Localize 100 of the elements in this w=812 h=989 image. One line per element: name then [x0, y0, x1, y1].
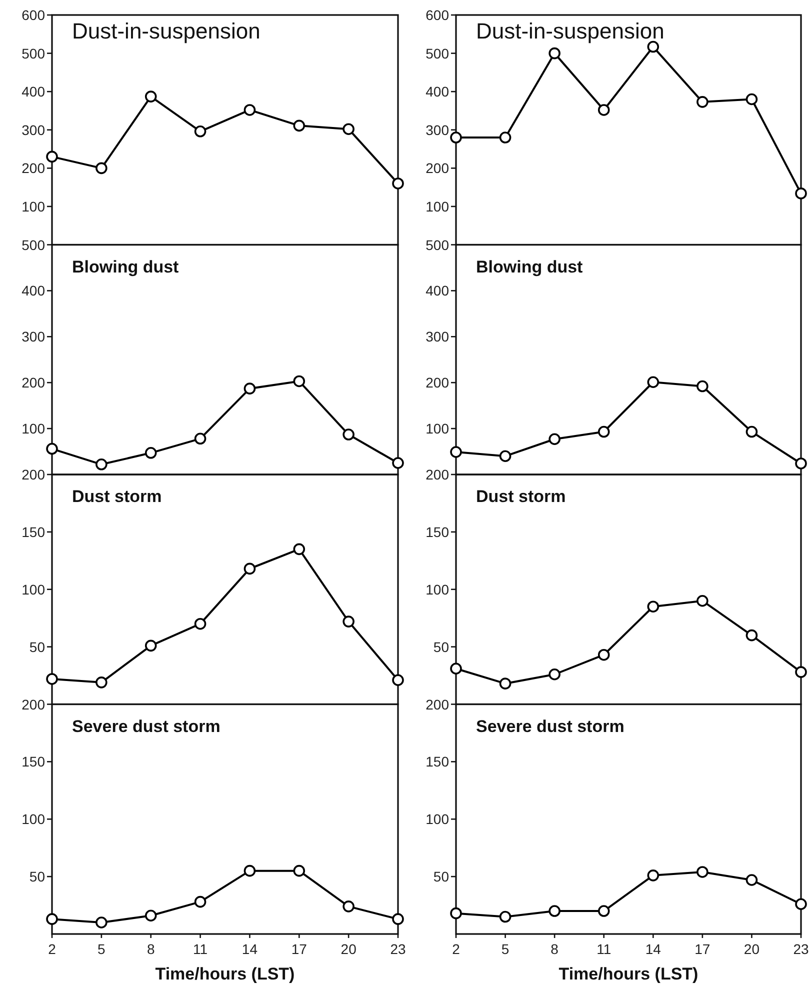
x-tick-label: 17	[291, 941, 308, 957]
point	[548, 668, 560, 680]
point	[696, 96, 708, 108]
point	[795, 458, 807, 470]
y-tick-label: 200	[22, 374, 46, 391]
point	[293, 864, 306, 877]
point	[342, 123, 354, 136]
point	[144, 90, 157, 102]
y-tick-label: 400	[22, 84, 46, 100]
y-tick-label: 400	[426, 282, 450, 299]
point	[499, 132, 512, 144]
y-tick-label: 500	[426, 236, 450, 253]
point	[598, 648, 610, 661]
point	[194, 126, 206, 138]
y-tick-label: 400	[22, 282, 46, 299]
text: Dust storm	[476, 487, 566, 506]
point	[598, 905, 610, 917]
point	[144, 447, 157, 459]
point	[244, 864, 256, 877]
y-tick-label: 500	[426, 45, 450, 62]
point	[244, 104, 256, 116]
point	[392, 913, 404, 925]
point	[96, 162, 108, 174]
y-tick-label: 300	[22, 122, 46, 138]
x-tick-label: 14	[242, 941, 258, 957]
point	[647, 376, 660, 388]
point	[293, 120, 306, 132]
point	[647, 870, 660, 882]
point	[342, 900, 354, 912]
y-tick-label: 500	[22, 236, 46, 253]
text: Severe dust storm	[72, 716, 220, 736]
text: Dust storm	[72, 487, 162, 506]
y-tick-label: 300	[426, 328, 450, 345]
point	[598, 104, 610, 116]
y-tick-label: 500	[22, 45, 46, 62]
point	[795, 898, 807, 910]
y-tick-label: 50	[433, 868, 450, 885]
y-tick-label: 300	[426, 122, 450, 138]
point	[746, 426, 758, 438]
text: Blowing dust	[72, 257, 180, 276]
y-tick-label: 100	[426, 420, 450, 437]
y-tick-label: 200	[426, 696, 450, 712]
y-tick-label: 150	[22, 524, 46, 540]
y-tick-label: 200	[22, 160, 46, 176]
point	[96, 916, 108, 928]
y-tick-label: 200	[22, 466, 46, 482]
point	[194, 896, 206, 908]
point	[293, 543, 306, 556]
point	[194, 432, 206, 445]
x-tick-label: 23	[390, 941, 406, 957]
x-tick-label: 20	[744, 941, 760, 957]
point	[46, 150, 58, 163]
point	[450, 662, 462, 675]
y-tick-label: 100	[22, 420, 46, 437]
point	[499, 678, 512, 690]
x-tick-label: 23	[793, 941, 809, 957]
point	[696, 866, 708, 878]
point	[342, 428, 354, 440]
point	[194, 618, 206, 630]
point	[548, 47, 560, 60]
y-tick-label: 150	[426, 524, 450, 540]
y-tick-label: 600	[426, 7, 450, 23]
point	[746, 874, 758, 886]
x-tick-label: 17	[694, 941, 710, 957]
point	[96, 458, 108, 470]
y-tick-label: 200	[426, 374, 450, 391]
x-tick-label: 8	[550, 941, 559, 957]
point	[144, 640, 157, 652]
y-tick-label: 200	[22, 696, 46, 712]
point	[795, 666, 807, 678]
point	[746, 93, 758, 106]
point	[293, 375, 306, 388]
y-tick-label: 50	[433, 638, 450, 655]
x-tick-label: 2	[452, 941, 460, 957]
point	[746, 629, 758, 642]
y-tick-label: 100	[22, 198, 46, 214]
point	[499, 450, 512, 462]
point	[144, 910, 157, 922]
y-tick-label: 600	[22, 7, 46, 23]
x-tick-label: 5	[98, 941, 106, 957]
point	[244, 382, 256, 394]
y-tick-label: 50	[29, 638, 46, 655]
point	[392, 178, 404, 190]
text: Severe dust storm	[476, 716, 624, 736]
point	[647, 600, 660, 613]
y-tick-label: 100	[426, 811, 450, 828]
text: Blowing dust	[476, 257, 584, 276]
point	[795, 188, 807, 200]
point	[598, 426, 610, 438]
y-tick-label: 200	[426, 466, 450, 482]
y-tick-label: 100	[426, 198, 450, 214]
point	[96, 676, 108, 688]
x-tick-label: 11	[596, 941, 612, 957]
y-tick-label: 300	[22, 328, 46, 345]
x-axis-title: Time/hours (LST)	[155, 964, 295, 984]
point	[46, 913, 58, 925]
y-tick-label: 50	[29, 868, 46, 885]
point	[244, 562, 256, 575]
y-tick-label: 100	[426, 581, 450, 598]
x-tick-label: 11	[193, 941, 208, 957]
